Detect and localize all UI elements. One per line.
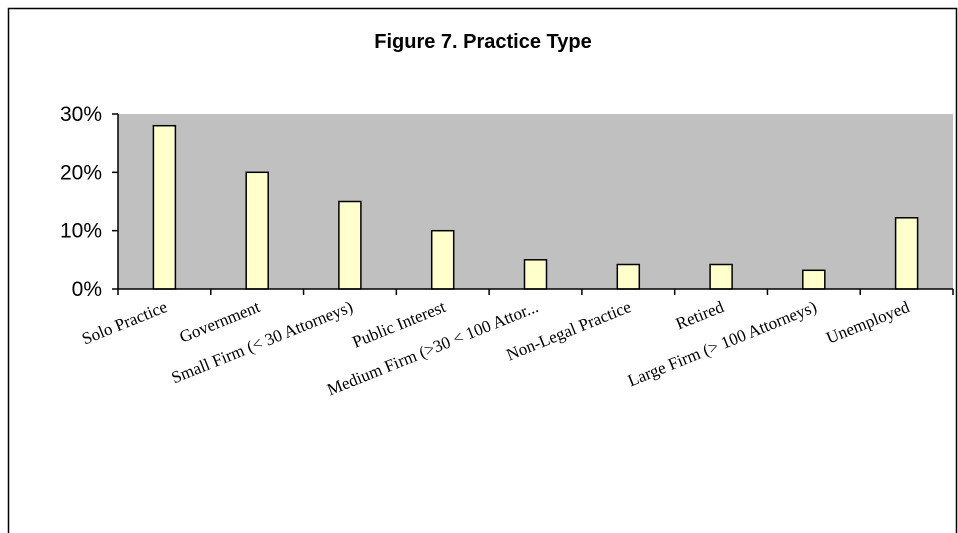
x-tick-label: Small Firm (< 30 Attorneys) (169, 297, 356, 387)
y-tick-label: 0% (72, 278, 102, 301)
bar-2 (245, 171, 269, 290)
y-tick-label: 10% (60, 220, 102, 243)
bar-8 (802, 269, 826, 290)
bar-4 (430, 229, 455, 290)
x-tick-label: Retired (673, 297, 727, 334)
bar-6 (616, 263, 641, 290)
x-tick-label: Unemployed (824, 297, 913, 348)
bars-layer (152, 124, 919, 290)
y-tick-label: 20% (60, 161, 102, 184)
bar-1 (152, 124, 177, 290)
chart-title: Figure 7. Practice Type (374, 31, 592, 53)
bar-5 (523, 259, 548, 290)
x-tick-label: Solo Practice (79, 297, 170, 348)
bar-9 (894, 217, 919, 290)
y-tick-label: 30% (60, 103, 102, 126)
y-tick-labels: 0% 10% 20% 30% (60, 103, 102, 301)
axes-layer (112, 113, 954, 295)
bar-3 (338, 200, 362, 290)
bar-7 (709, 263, 733, 290)
chart-border (7, 7, 958, 533)
